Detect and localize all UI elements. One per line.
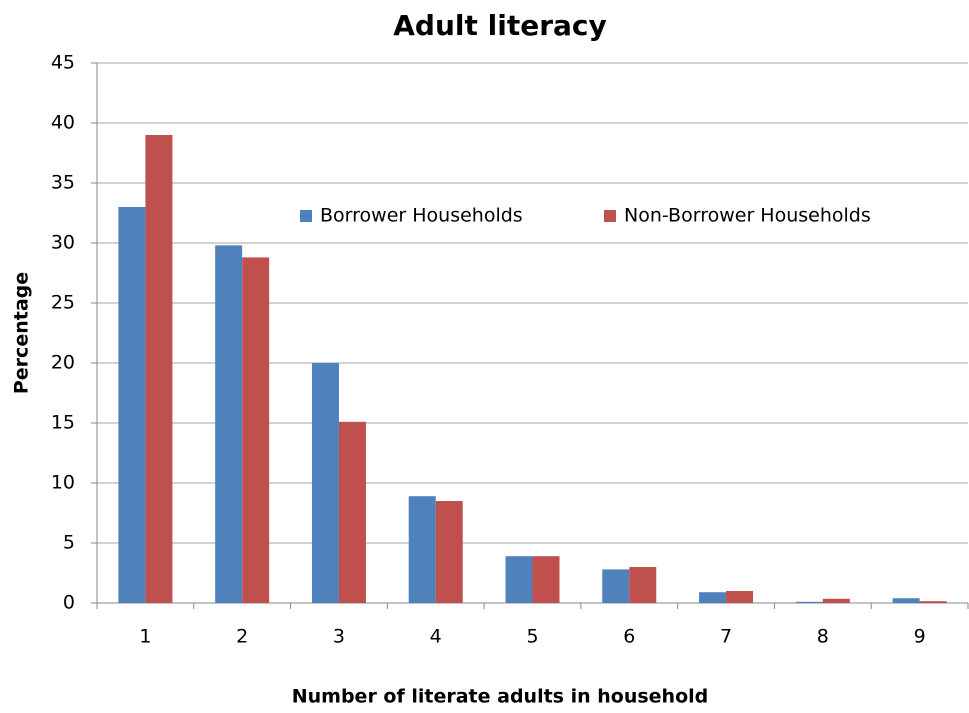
bar — [822, 598, 850, 603]
y-tick-label: 15 — [51, 412, 75, 434]
bar — [532, 556, 560, 603]
y-tick-label: 25 — [51, 292, 75, 314]
bar — [726, 591, 754, 603]
legend-label: Borrower Households — [320, 205, 523, 227]
y-tick-label: 5 — [63, 532, 75, 554]
x-axis-label: Number of literate adults in household — [292, 686, 709, 708]
y-tick-label: 20 — [51, 352, 75, 374]
bar — [242, 257, 270, 603]
y-tick-label: 30 — [51, 232, 75, 254]
x-tick-label: 2 — [236, 626, 248, 648]
y-tick-label: 10 — [51, 472, 75, 494]
x-tick-label: 3 — [333, 626, 345, 648]
bar — [629, 567, 657, 603]
legend-label: Non-Borrower Households — [624, 205, 871, 227]
x-tick-label: 4 — [430, 626, 442, 648]
x-tick-label: 8 — [817, 626, 829, 648]
legend-swatch — [300, 210, 312, 222]
bar — [145, 135, 173, 603]
bar — [892, 598, 920, 603]
bar — [408, 496, 436, 603]
y-tick-label: 35 — [51, 172, 75, 194]
x-tick-label: 9 — [914, 626, 926, 648]
bar — [919, 601, 947, 603]
x-tick-label: 7 — [720, 626, 732, 648]
bar — [338, 421, 366, 603]
chart-title: Adult literacy — [393, 9, 607, 42]
y-tick-label: 40 — [51, 112, 75, 134]
bar — [795, 601, 823, 603]
x-tick-label: 1 — [139, 626, 151, 648]
y-tick-label: 45 — [51, 52, 75, 74]
legend-swatch — [604, 210, 616, 222]
bar — [118, 207, 146, 603]
bar — [215, 245, 243, 603]
x-tick-label: 5 — [526, 626, 538, 648]
bar — [699, 592, 727, 603]
bar — [505, 556, 533, 603]
bar — [435, 501, 463, 603]
y-axis-label: Percentage — [11, 272, 33, 394]
x-tick-label: 6 — [623, 626, 635, 648]
bar — [602, 569, 630, 603]
y-tick-label: 0 — [63, 592, 75, 614]
bar — [311, 363, 339, 603]
